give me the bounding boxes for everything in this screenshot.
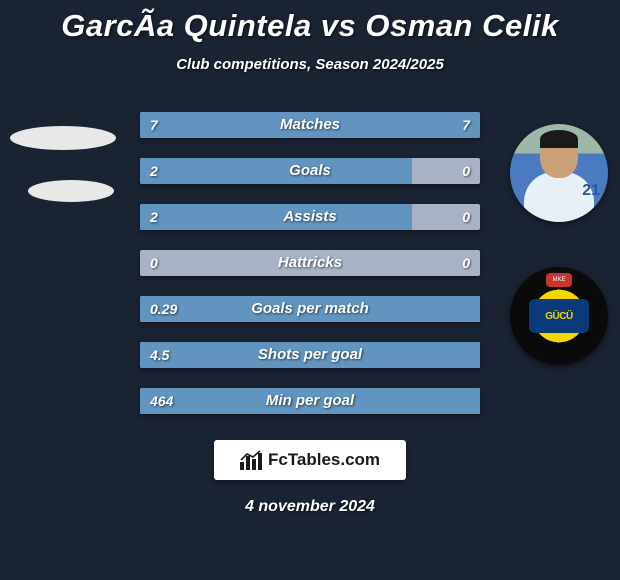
stat-bar-row: 20Assists: [140, 204, 480, 230]
page-title: GarcÃ­a Quintela vs Osman Celik: [0, 0, 620, 44]
bar-fill-left: [140, 388, 480, 414]
stat-value-left: 464: [150, 388, 173, 414]
stat-bar-row: 0 0Hattricks: [140, 250, 480, 276]
stat-value-right: 0: [462, 204, 470, 230]
date-label: 4 november 2024: [0, 498, 620, 516]
watermark: FcTables.com: [214, 440, 406, 480]
stat-value-right: 0: [462, 250, 470, 276]
avatar-hair: [540, 130, 578, 148]
logo-ribbon: MKE: [546, 273, 572, 287]
placeholder-ellipse: [10, 126, 116, 150]
watermark-text: FcTables.com: [268, 450, 380, 470]
stat-value-right: 7: [462, 112, 470, 138]
logo-text: GÜCÜ: [529, 299, 589, 333]
stat-bar-row: 20Goals: [140, 158, 480, 184]
page-subtitle: Club competitions, Season 2024/2025: [0, 56, 620, 73]
chart-icon: [240, 450, 262, 470]
bar-fill-left: [140, 296, 480, 322]
stat-bar-row: 77Matches: [140, 112, 480, 138]
stat-value-right: 0: [462, 158, 470, 184]
stat-value-left: 0.29: [150, 296, 177, 322]
stat-bars: 77Matches20Goals20Assists00Hattricks0.29…: [140, 112, 480, 434]
stat-bar-row: 0.29Goals per match: [140, 296, 480, 322]
stat-value-left: 2: [150, 204, 158, 230]
placeholder-ellipse: [28, 180, 114, 202]
bar-fill-left: [140, 158, 412, 184]
stat-bar-row: 464Min per goal: [140, 388, 480, 414]
bar-fill-left: [140, 342, 480, 368]
stat-value-left: 2: [150, 158, 158, 184]
right-club-logo: MKE GÜCÜ: [510, 267, 608, 365]
bar-fill-right: [310, 112, 480, 138]
right-player-photo: 21: [510, 124, 608, 222]
bar-fill-left: [140, 112, 310, 138]
stat-bar-row: 4.5Shots per goal: [140, 342, 480, 368]
bar-fill-left: [140, 204, 412, 230]
stat-value-left: 0: [150, 250, 158, 276]
stat-label: Hattricks: [140, 250, 480, 276]
stat-value-left: 4.5: [150, 342, 169, 368]
stat-value-left: 7: [150, 112, 158, 138]
jersey-number: 21: [582, 182, 600, 200]
